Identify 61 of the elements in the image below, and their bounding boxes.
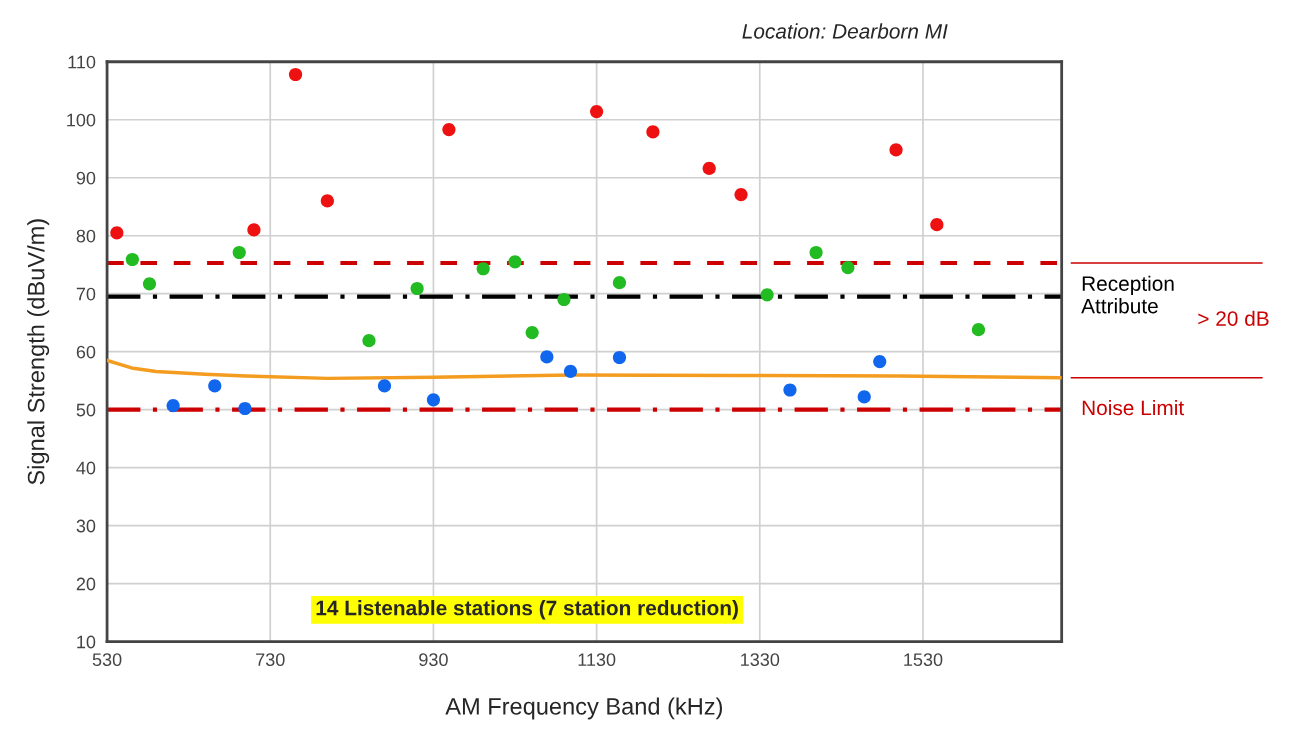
text: Location: Dearborn MI [742, 23, 948, 39]
y-tick-label: 40 [76, 461, 96, 475]
ref-line-label: Reception Attribute [1081, 275, 1174, 314]
y-tick-label: 20 [76, 577, 96, 591]
point [426, 393, 441, 407]
y-tick-label: 10 [77, 635, 96, 649]
point [590, 105, 604, 119]
annotation: 14 Listenable stations (7 station reduction) [316, 600, 738, 620]
point [930, 218, 944, 232]
point [557, 292, 571, 307]
point [208, 379, 222, 393]
y-tick-label: 110 [68, 55, 96, 69]
point [142, 277, 157, 291]
x-tick-label: 1330 [741, 653, 780, 667]
point [320, 194, 334, 208]
y-tick-label: 30 [76, 519, 96, 533]
point [760, 288, 774, 302]
point [873, 354, 887, 369]
point [442, 123, 456, 137]
x-tick-label: 530 [92, 653, 122, 667]
point [783, 383, 797, 397]
point [809, 245, 823, 260]
point [563, 364, 578, 378]
point [889, 143, 903, 157]
y-tick-label: 90 [76, 171, 96, 185]
y-tick-label: 60 [76, 345, 96, 359]
point [841, 261, 855, 275]
point [232, 245, 246, 260]
point [288, 67, 303, 82]
point [540, 350, 554, 364]
point [110, 226, 124, 240]
point [971, 323, 986, 337]
point [166, 399, 180, 413]
x-axis-title: AM Frequency Band (kHz) [445, 697, 722, 720]
point [612, 350, 627, 365]
line-series [107, 358, 1062, 381]
text: > 20 dB [1198, 310, 1269, 326]
point [508, 255, 522, 269]
point [125, 252, 139, 267]
x-tick-label: 930 [419, 653, 448, 667]
point [612, 276, 627, 290]
x-tick-label: 730 [256, 653, 285, 667]
y-tick-label: 70 [76, 287, 96, 301]
point [646, 125, 660, 139]
point [702, 161, 716, 176]
point [377, 379, 392, 393]
point [410, 281, 424, 296]
point [476, 262, 490, 276]
ref-line-label: Noise Limit [1082, 399, 1184, 416]
point [247, 223, 261, 237]
point [238, 401, 252, 416]
x-tick-label: 1130 [578, 653, 616, 667]
point [734, 187, 748, 202]
point [362, 334, 376, 348]
y-axis-title: Signal Strength (dBuV/m) [27, 219, 50, 485]
point [857, 390, 871, 404]
y-tick-label: 80 [76, 229, 96, 243]
y-tick-label: 50 [76, 403, 96, 417]
y-tick-label: 100 [67, 113, 96, 127]
point [525, 325, 539, 340]
x-tick-label: 1530 [904, 653, 943, 667]
